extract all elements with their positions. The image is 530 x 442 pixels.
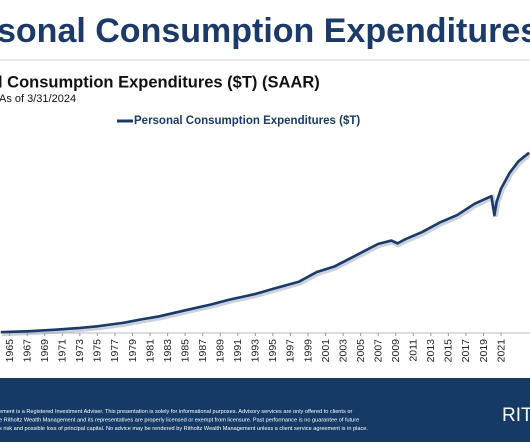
disclaimer-line: ement is a Registered Investment Adviser…: [0, 409, 352, 415]
x-tick-label: 2017: [460, 339, 472, 363]
x-tick-label: 1995: [267, 339, 279, 363]
x-tick-label: 2007: [372, 339, 384, 363]
chart-title: l Consumption Expenditures ($T) (SAAR): [0, 73, 320, 91]
x-tick-label: 1997: [285, 339, 297, 363]
x-tick-label: 2005: [355, 339, 367, 363]
x-tick-label: 1987: [197, 339, 209, 363]
x-tick-label: 2013: [425, 339, 437, 363]
x-tick-label: 1981: [144, 339, 156, 363]
x-tick-label: 1971: [57, 339, 69, 363]
x-tick-label: 1999: [302, 339, 314, 363]
x-tick-label: 2011: [408, 339, 420, 362]
x-tick-label: 1989: [215, 339, 227, 363]
x-tick-label: 1977: [109, 339, 121, 363]
x-tick-label: 1975: [92, 339, 104, 363]
legend: Personal Consumption Expenditures ($T): [117, 115, 360, 127]
x-tick-label: 2001: [320, 339, 332, 363]
footer-bar: [0, 378, 530, 442]
x-tick-label: 1965: [4, 339, 16, 363]
x-tick-label: 1969: [39, 339, 51, 363]
x-tick-label: 1991: [232, 339, 244, 363]
x-tick-label: 2009: [390, 339, 402, 363]
series-line: [0, 151, 530, 334]
x-tick-label: 2015: [443, 339, 455, 363]
x-tick-label: 2021: [495, 339, 507, 363]
x-tick-label: 1979: [127, 339, 139, 363]
logo: RIT: [502, 405, 530, 426]
x-tick-label: 2003: [337, 339, 349, 363]
x-tick-label: 1967: [21, 339, 33, 363]
slide-title: sonal Consumption Expenditures: [0, 12, 530, 50]
x-tick-label: 1973: [74, 339, 86, 363]
x-tick-label: 1993: [250, 339, 262, 363]
footer: ement is a Registered Investment Adviser…: [0, 409, 368, 432]
legend-label: Personal Consumption Expenditures ($T): [134, 115, 360, 127]
disclaimer-line: s risk and possible loss of principal ca…: [0, 426, 368, 432]
date-note: As of 3/31/2024: [0, 93, 76, 105]
x-tick-label: 2019: [478, 339, 490, 363]
x-tick-label: 1983: [162, 339, 174, 363]
disclaimer-line: e Ritholtz Wealth Management and its rep…: [0, 418, 359, 424]
x-tick-label: 1985: [179, 339, 191, 363]
plot: 1965 1967 1969 1971 1973 1975 1977 1979 1981 1983…: [0, 151, 530, 363]
